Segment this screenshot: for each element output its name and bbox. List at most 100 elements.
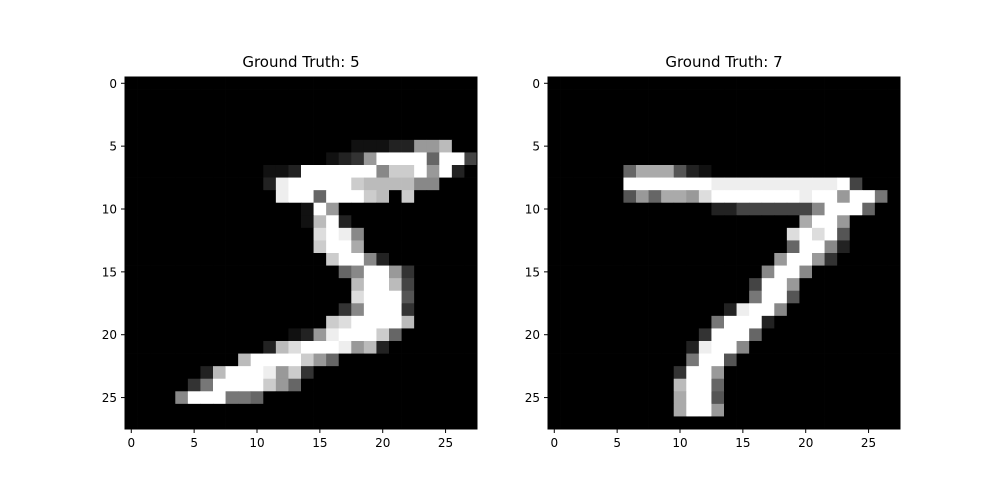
pixel-cell <box>275 202 289 216</box>
pixel-cell <box>213 139 226 153</box>
pixel-cell <box>711 278 725 292</box>
pixel-cell <box>376 227 390 241</box>
pixel-cell <box>275 265 289 279</box>
pixel-cell <box>150 102 164 116</box>
pixel-cell <box>175 278 189 292</box>
x-tick-label: 15 <box>735 436 750 450</box>
pixel-cell <box>351 378 365 392</box>
pixel-cell <box>749 366 763 380</box>
pixel-cell <box>313 403 327 417</box>
pixel-cell <box>648 416 662 430</box>
pixel-cell <box>137 127 151 141</box>
pixel-cell <box>414 139 428 153</box>
pixel-cell <box>761 278 775 292</box>
pixel-cell <box>162 278 176 292</box>
pixel-cell <box>724 165 737 178</box>
pixel-cell <box>238 227 252 241</box>
pixel-cell <box>837 416 851 430</box>
pixel-cell <box>560 353 574 367</box>
pixel-cell <box>623 303 637 317</box>
pixel-cell <box>351 77 365 90</box>
pixel-cell <box>698 202 712 216</box>
pixel-cell <box>874 378 888 392</box>
pixel-cell <box>351 366 365 380</box>
pixel-cell <box>874 303 888 317</box>
pixel-cell <box>250 165 264 178</box>
pixel-cell <box>799 165 813 178</box>
pixel-cell <box>389 114 402 128</box>
pixel-cell <box>661 177 675 191</box>
pixel-cell <box>250 177 264 191</box>
pixel-cell <box>137 290 151 304</box>
pixel-cell <box>736 227 750 241</box>
pixel-cell <box>125 114 138 128</box>
pixel-cell <box>200 353 214 367</box>
pixel-cell <box>548 353 561 367</box>
pixel-cell <box>200 89 214 103</box>
pixel-cell <box>887 315 901 329</box>
pixel-cell <box>451 89 465 103</box>
pixel-cell <box>786 152 800 166</box>
pixel-cell <box>250 77 264 90</box>
pixel-cell <box>585 165 599 178</box>
pixel-cell <box>376 127 390 141</box>
pixel-cell <box>862 165 876 178</box>
pixel-cell <box>724 303 737 317</box>
pixel-cell <box>175 89 189 103</box>
pixel-cell <box>812 215 825 229</box>
pixel-cell <box>137 391 151 405</box>
pixel-cell <box>774 177 788 191</box>
pixel-cell <box>585 102 599 116</box>
pixel-cell <box>560 152 574 166</box>
pixel-cell <box>673 315 687 329</box>
pixel-cell <box>326 315 340 329</box>
pixel-cell <box>698 102 712 116</box>
pixel-cell <box>313 127 327 141</box>
pixel-cell <box>313 391 327 405</box>
pixel-cell <box>548 253 561 266</box>
pixel-cell <box>598 253 612 266</box>
pixel-cell <box>376 416 390 430</box>
pixel-cell <box>351 227 365 241</box>
pixel-cell <box>200 227 214 241</box>
pixel-cell <box>125 190 138 204</box>
pixel-cell <box>698 328 712 342</box>
pixel-cell <box>711 77 725 90</box>
pixel-cell <box>150 416 164 430</box>
pixel-cell <box>849 202 863 216</box>
subplot-right-image <box>548 77 901 430</box>
pixel-cell <box>799 278 813 292</box>
pixel-cell <box>301 139 314 153</box>
pixel-cell <box>200 215 214 229</box>
pixel-cell <box>799 89 813 103</box>
pixel-cell <box>610 341 624 354</box>
pixel-cell <box>824 403 838 417</box>
pixel-cell <box>275 253 289 266</box>
pixel-cell <box>238 190 252 204</box>
pixel-cell <box>724 265 737 279</box>
pixel-cell <box>213 353 226 367</box>
pixel-cell <box>162 77 176 90</box>
pixel-cell <box>548 403 561 417</box>
pixel-cell <box>799 102 813 116</box>
pixel-cell <box>464 152 478 166</box>
pixel-cell <box>724 114 737 128</box>
pixel-cell <box>560 139 574 153</box>
pixel-cell <box>812 391 825 405</box>
pixel-cell <box>774 341 788 354</box>
pixel-cell <box>376 303 390 317</box>
pixel-cell <box>686 240 700 254</box>
pixel-cell <box>598 353 612 367</box>
pixel-cell <box>426 102 440 116</box>
pixel-cell <box>837 278 851 292</box>
pixel-cell <box>225 290 239 304</box>
pixel-cell <box>137 215 151 229</box>
pixel-cell <box>225 202 239 216</box>
pixel-cell <box>849 366 863 380</box>
pixel-cell <box>451 328 465 342</box>
pixel-cell <box>125 77 138 90</box>
pixel-cell <box>573 278 587 292</box>
pixel-cell <box>376 353 390 367</box>
pixel-cell <box>426 391 440 405</box>
